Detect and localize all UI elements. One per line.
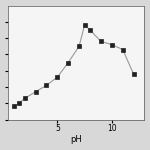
X-axis label: pH: pH — [70, 135, 82, 144]
